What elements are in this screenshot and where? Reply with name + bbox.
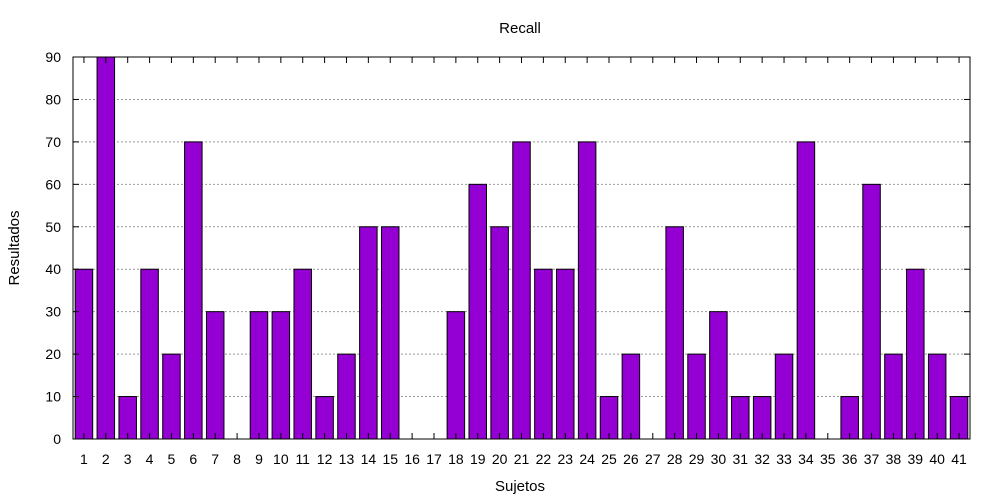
- bar-41: [949, 396, 969, 440]
- x-tick-label: 16: [404, 451, 420, 467]
- bar-36: [840, 396, 859, 440]
- x-tick-label: 24: [579, 451, 595, 467]
- bar-32: [752, 396, 772, 440]
- x-tick-label: 6: [189, 451, 197, 467]
- bar-6: [184, 141, 203, 440]
- x-tick-label: 1: [80, 451, 88, 467]
- bar-30: [709, 311, 728, 440]
- x-tick-label: 30: [711, 451, 727, 467]
- bar-10: [271, 311, 291, 440]
- x-tick-label: 12: [317, 451, 333, 467]
- x-tick-label: 13: [339, 451, 355, 467]
- bar-14: [359, 226, 378, 440]
- x-tick-label: 34: [798, 451, 814, 467]
- bar-4: [140, 268, 159, 440]
- bars: [74, 56, 969, 440]
- x-tick-label: 39: [908, 451, 924, 467]
- x-tick-label: 21: [514, 451, 530, 467]
- bar-31: [731, 396, 750, 440]
- x-tick-label: 19: [470, 451, 486, 467]
- y-tick-label: 90: [45, 49, 61, 65]
- bar-38: [884, 353, 903, 440]
- bar-21: [512, 141, 531, 440]
- bar-12: [315, 396, 334, 440]
- y-tick-label: 20: [45, 346, 61, 362]
- x-tick-label: 36: [842, 451, 858, 467]
- plot-frame: [72, 56, 971, 440]
- bar-34: [796, 141, 816, 440]
- bar-9: [249, 311, 269, 440]
- y-tick-label: 40: [45, 261, 61, 277]
- bar-7: [205, 311, 225, 440]
- y-tick-label: 0: [53, 431, 61, 447]
- y-axis-title: Resultados: [6, 210, 23, 285]
- x-tick-label: 31: [732, 451, 748, 467]
- x-tick-label: 28: [667, 451, 683, 467]
- bar-39: [906, 268, 925, 440]
- x-tick-label: 37: [864, 451, 880, 467]
- x-tick-label: 10: [273, 451, 289, 467]
- x-tick-label: 4: [146, 451, 154, 467]
- x-tick-label: 27: [645, 451, 661, 467]
- x-tick-label: 38: [886, 451, 902, 467]
- y-tick-label: 70: [45, 134, 61, 150]
- y-tick-label: 30: [45, 304, 61, 320]
- bar-33: [774, 353, 794, 440]
- x-tick-label: 3: [124, 451, 132, 467]
- bar-24: [577, 141, 597, 440]
- bar-13: [337, 353, 356, 440]
- x-tick-label: 29: [689, 451, 705, 467]
- y-tick-label: 80: [45, 91, 61, 107]
- y-tick-label: 50: [45, 219, 61, 235]
- x-tick-label: 15: [382, 451, 398, 467]
- x-tick-label: 20: [492, 451, 508, 467]
- x-axis-ticks: 1 2 3 4 5 6 7 8 9 10 11 12 13 14 15 16 17 18 19 20 21 22 23 24 2…: [80, 57, 967, 467]
- x-tick-label: 2: [102, 451, 110, 467]
- x-tick-label: 18: [448, 451, 464, 467]
- x-tick-label: 32: [754, 451, 770, 467]
- bar-29: [687, 353, 706, 440]
- x-tick-label: 41: [951, 451, 967, 467]
- chart-title: Recall: [499, 20, 541, 37]
- x-tick-label: 17: [426, 451, 442, 467]
- x-tick-label: 9: [255, 451, 263, 467]
- x-tick-label: 33: [776, 451, 792, 467]
- x-tick-label: 7: [211, 451, 219, 467]
- bar-40: [927, 353, 947, 440]
- bar-28: [665, 226, 684, 440]
- x-tick-label: 25: [601, 451, 617, 467]
- y-tick-label: 60: [45, 176, 61, 192]
- x-tick-label: 26: [623, 451, 639, 467]
- x-axis-title: Sujetos: [495, 478, 545, 495]
- bar-22: [534, 268, 553, 440]
- bar-3: [118, 396, 137, 440]
- bar-25: [599, 396, 619, 440]
- bar-26: [621, 353, 641, 440]
- bar-20: [490, 226, 509, 440]
- bar-19: [468, 183, 487, 440]
- x-tick-label: 8: [233, 451, 241, 467]
- bar-18: [446, 311, 466, 440]
- bar-37: [862, 183, 881, 440]
- bar-11: [293, 268, 312, 440]
- x-tick-label: 11: [295, 451, 310, 467]
- y-axis-ticks: 0 10 20 30 40 50 60 70 80 90: [45, 49, 970, 447]
- bar-5: [162, 353, 181, 440]
- x-tick-label: 40: [929, 451, 945, 467]
- bar-23: [556, 268, 575, 440]
- x-tick-label: 22: [536, 451, 552, 467]
- bar-15: [380, 226, 400, 440]
- x-tick-label: 35: [820, 451, 836, 467]
- x-tick-label: 23: [557, 451, 573, 467]
- y-tick-label: 10: [45, 389, 61, 405]
- x-tick-label: 5: [168, 451, 176, 467]
- x-tick-label: 14: [361, 451, 377, 467]
- bar-2: [96, 56, 116, 440]
